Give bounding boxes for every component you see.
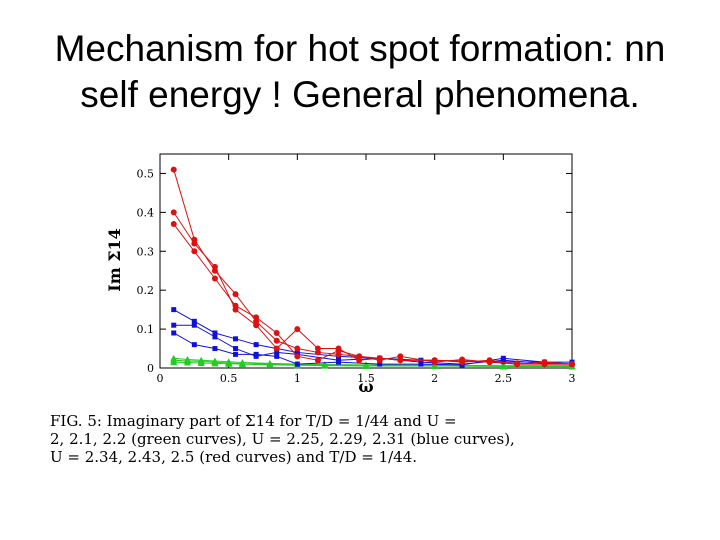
green-data-point: [225, 360, 233, 367]
blue-data-point: [212, 334, 218, 340]
title-line-1: Mechanism for hot spot formation: nn: [54, 28, 666, 69]
red-series-line: [173, 223, 572, 365]
red-data-point: [273, 329, 280, 336]
red-data-point: [253, 314, 260, 321]
self-energy-chart: 0 0.5 1 1.5 2 2.5 3 0 0.1 0.2 0.3 0.4 0.5 ω Im Σ14: [105, 153, 576, 396]
y-tick-label: 0.1: [137, 323, 155, 336]
blue-series: [171, 322, 575, 367]
y-tick-label: 0.3: [137, 245, 155, 258]
y-axis-label: Im Σ14: [105, 228, 124, 292]
x-tick-label: 0: [157, 372, 164, 385]
title-line-2: self energy ! General phenomena.: [80, 74, 640, 115]
red-data-point: [170, 221, 177, 228]
red-data-point: [314, 345, 321, 352]
green-data-point: [499, 362, 507, 370]
blue-data-point: [253, 351, 259, 357]
red-data-point: [569, 361, 575, 368]
blue-data-point: [418, 361, 424, 367]
red-data-point: [459, 356, 466, 363]
red-data-point: [314, 357, 321, 364]
y-tick-label: 0.5: [137, 167, 155, 180]
blue-data-point: [171, 307, 177, 313]
blue-data-point: [294, 361, 300, 367]
blue-data-point: [377, 361, 383, 367]
x-tick-label: 1.5: [357, 372, 375, 385]
red-data-point: [541, 361, 548, 368]
blue-data-point: [191, 322, 197, 328]
plot-frame: [159, 153, 573, 369]
red-data-point: [486, 359, 493, 366]
green-series: [170, 358, 576, 370]
red-data-point: [191, 248, 198, 255]
red-data-point: [376, 357, 383, 364]
blue-data-point: [274, 349, 280, 355]
blue-data-point: [233, 351, 239, 357]
blue-data-point: [233, 336, 239, 342]
blue-data-point: [253, 342, 259, 348]
red-data-point: [397, 353, 404, 360]
red-data-point: [356, 353, 363, 360]
red-data-point: [170, 166, 177, 173]
caption-line-1: FIG. 5: Imaginary part of Σ14 for T/D = …: [50, 412, 457, 430]
red-data-point: [294, 326, 301, 333]
green-data-point: [238, 360, 246, 368]
green-data-point: [183, 359, 191, 366]
green-data-point: [362, 362, 370, 370]
blue-data-point: [191, 342, 197, 348]
red-series: [170, 221, 575, 368]
caption-line-2: 2, 2.1, 2.2 (green curves), U = 2.25, 2.…: [50, 430, 515, 448]
x-tick-label: 2.5: [495, 372, 513, 385]
red-data-point: [294, 353, 301, 360]
blue-series: [171, 307, 575, 365]
red-data-point: [273, 337, 280, 344]
red-series: [170, 209, 575, 368]
x-tick-label: 3: [569, 372, 576, 385]
blue-data-point: [191, 318, 197, 324]
blue-data-point: [233, 346, 239, 352]
x-tick-label: 2: [431, 372, 438, 385]
red-data-point: [294, 345, 301, 352]
blue-data-point: [171, 322, 177, 328]
red-data-point: [514, 360, 521, 367]
red-data-point: [431, 359, 438, 366]
x-tick-label: 1: [294, 372, 301, 385]
x-tick-label: 0.5: [220, 372, 238, 385]
red-data-point: [232, 291, 239, 298]
blue-data-point: [500, 355, 506, 361]
red-series-line: [173, 169, 572, 365]
caption-line-3: U = 2.34, 2.43, 2.5 (red curves) and T/D…: [50, 448, 418, 466]
green-data-point: [431, 362, 439, 370]
blue-data-point: [212, 330, 218, 336]
x-axis-label: ω: [358, 377, 373, 396]
red-data-point: [211, 263, 218, 270]
green-data-point: [197, 359, 205, 366]
red-data-point: [335, 347, 342, 354]
red-data-point: [211, 275, 218, 282]
green-data-point: [170, 358, 178, 366]
blue-data-point: [274, 353, 280, 359]
red-data-point: [191, 240, 198, 247]
green-data-point: [266, 361, 274, 368]
red-data-point: [232, 302, 239, 309]
red-series-line: [173, 212, 573, 365]
red-data-point: [253, 322, 260, 329]
green-data-point: [321, 362, 329, 369]
slide-title: Mechanism for hot spot formation: nn sel…: [0, 26, 720, 118]
blue-data-point: [212, 346, 218, 352]
y-tick-label: 0.4: [137, 206, 155, 219]
figure-caption: FIG. 5: Imaginary part of Σ14 for T/D = …: [50, 412, 650, 466]
red-data-point: [170, 209, 177, 216]
green-data-point: [211, 359, 219, 367]
y-tick-label: 0.2: [137, 284, 155, 297]
y-tick-label: 0: [147, 362, 154, 375]
red-data-point: [273, 345, 280, 352]
red-series: [170, 166, 575, 368]
blue-series-line: [173, 324, 573, 365]
blue-data-point: [171, 330, 177, 336]
blue-data-point: [336, 359, 342, 365]
